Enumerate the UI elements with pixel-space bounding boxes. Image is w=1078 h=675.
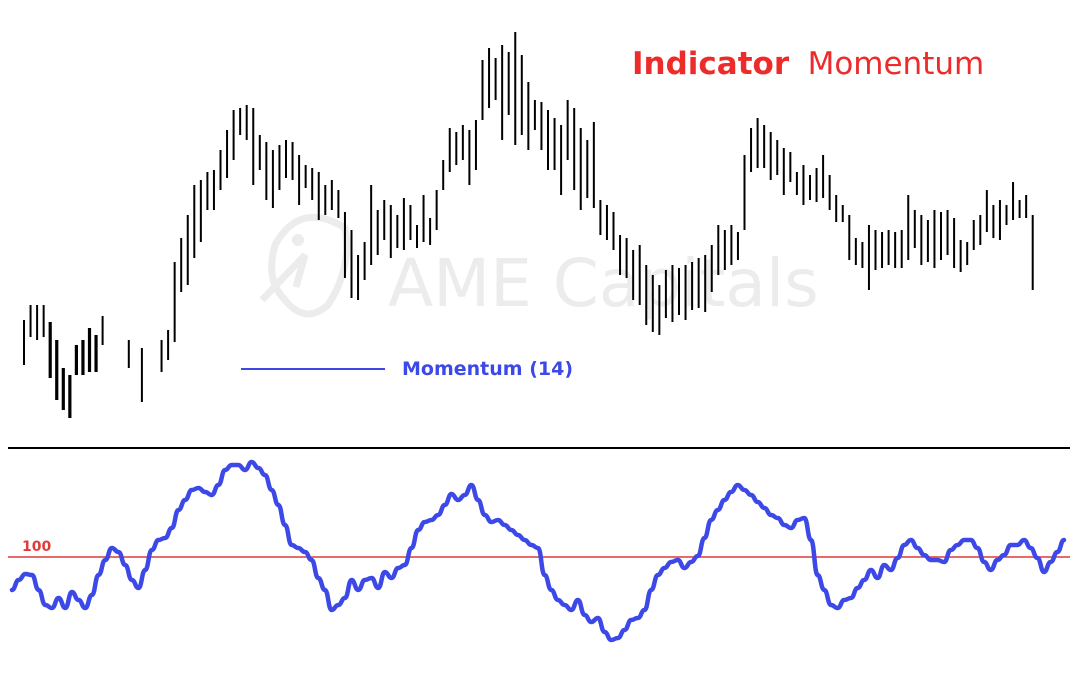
- chart-title-regular: Momentum: [808, 46, 985, 82]
- watermark-text: AME Capitals: [388, 245, 819, 322]
- legend-label: Momentum (14): [402, 358, 573, 380]
- watermark-logo-icon: [259, 213, 351, 318]
- momentum-line: [9, 459, 1067, 643]
- chart-title-bold: Indicator: [632, 46, 790, 82]
- legend: Momentum (14): [241, 358, 573, 380]
- chart-title: Indicator Momentum: [632, 46, 984, 82]
- reference-line-label: 100: [22, 539, 51, 555]
- watermark: AME Capitals: [259, 213, 819, 322]
- price-bars: [23, 32, 1034, 418]
